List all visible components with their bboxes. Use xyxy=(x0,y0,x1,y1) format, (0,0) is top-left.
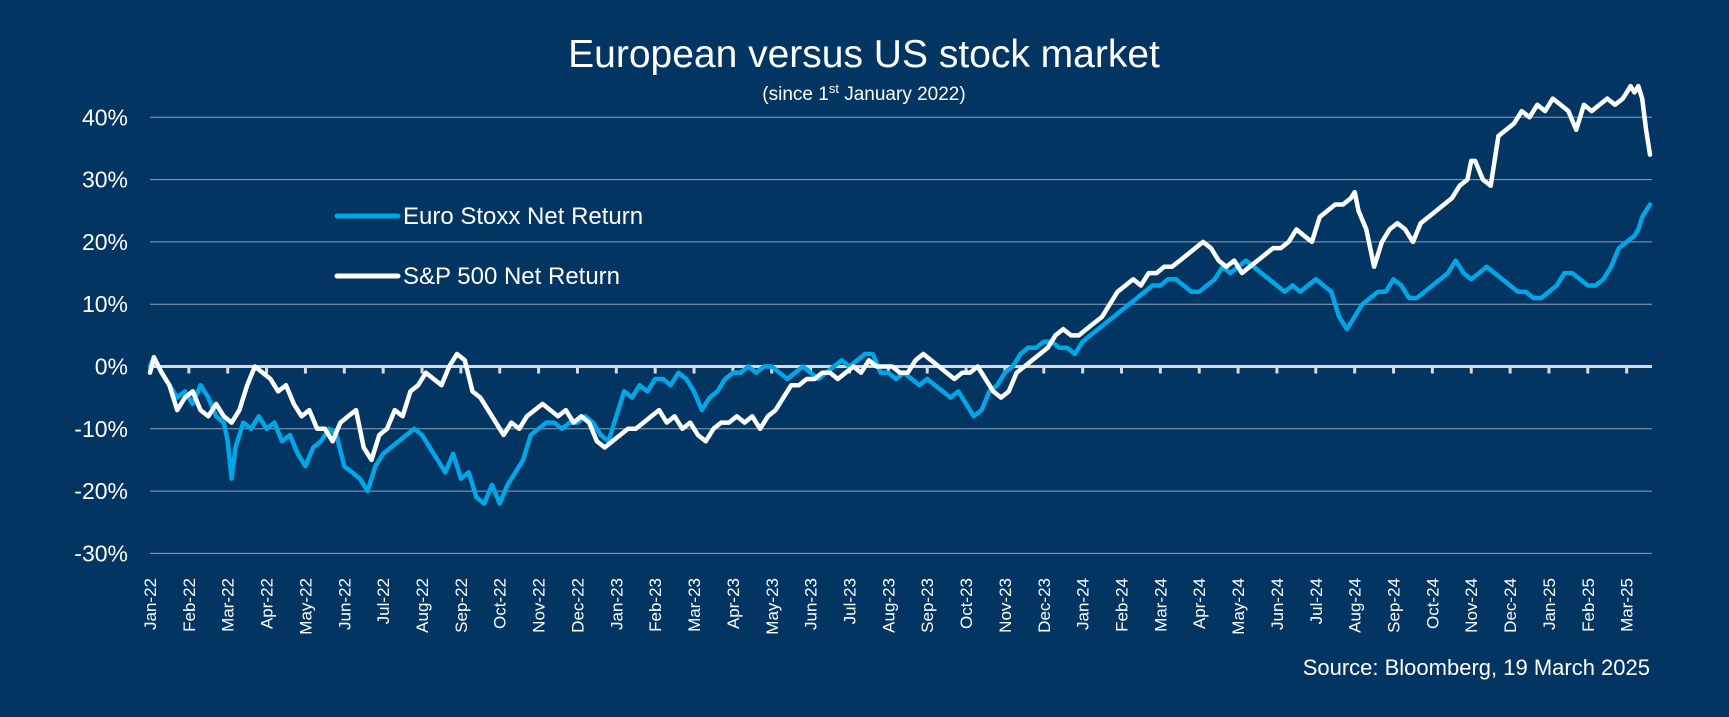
x-tick-label: Aug-22 xyxy=(413,578,432,633)
x-tick-label: May-22 xyxy=(296,578,315,635)
legend: Euro Stoxx Net Return S&P 500 Net Return xyxy=(334,203,643,290)
x-tick-label: Jan-24 xyxy=(1074,578,1093,630)
y-tick-label: -10% xyxy=(74,416,128,442)
x-tick-label: Mar-25 xyxy=(1618,578,1637,632)
legend-item-euro-stoxx: Euro Stoxx Net Return xyxy=(334,203,643,230)
gridlines xyxy=(150,116,1652,554)
x-tick-label: Nov-24 xyxy=(1462,578,1481,633)
x-tick-label: Mar-22 xyxy=(219,578,238,632)
x-tick-label: Jun-24 xyxy=(1268,578,1287,630)
x-tick-label: Feb-23 xyxy=(646,578,665,632)
x-tick-label: Apr-24 xyxy=(1190,578,1209,629)
x-tick-label: Jul-22 xyxy=(374,578,393,624)
x-tick-label: Jan-22 xyxy=(141,578,160,630)
y-tick-label: 10% xyxy=(82,291,128,317)
x-tick-label: Feb-24 xyxy=(1113,578,1132,632)
legend-label-euro-stoxx: Euro Stoxx Net Return xyxy=(403,203,643,230)
x-tick-label: Dec-22 xyxy=(568,578,587,633)
x-tick-label: Jan-23 xyxy=(607,578,626,630)
x-tick-label: Jul-24 xyxy=(1307,578,1326,624)
x-tick-label: Sep-23 xyxy=(918,578,937,633)
x-tick-label: Feb-22 xyxy=(180,578,199,632)
x-tick-label: Nov-23 xyxy=(996,578,1015,633)
chart-title: European versus US stock market xyxy=(568,33,1160,76)
x-tick-label: Feb-25 xyxy=(1579,578,1598,632)
y-tick-label: 30% xyxy=(82,167,128,193)
x-tick-label: Mar-23 xyxy=(685,578,704,632)
x-tick-label: Aug-24 xyxy=(1346,578,1365,633)
chart-subtitle: (since 1st January 2022) xyxy=(762,81,965,105)
y-tick-label: -20% xyxy=(74,478,128,504)
x-tick-label: Jan-25 xyxy=(1540,578,1559,630)
x-tick-label: Jul-23 xyxy=(840,578,859,624)
x-tick-label: Nov-22 xyxy=(530,578,549,633)
x-tick-label: Sep-24 xyxy=(1385,578,1404,633)
x-tick-label: Mar-24 xyxy=(1151,578,1170,632)
x-tick-label: Oct-22 xyxy=(491,578,510,629)
subtitle-pre: (since 1 xyxy=(762,84,829,105)
legend-label-sp500: S&P 500 Net Return xyxy=(403,263,620,290)
x-tick-label: Oct-23 xyxy=(957,578,976,629)
y-tick-label: 0% xyxy=(95,354,128,380)
x-tick-label: May-23 xyxy=(763,578,782,635)
subtitle-sup: st xyxy=(829,81,840,96)
x-tick-label: Jun-22 xyxy=(335,578,354,630)
x-tick-label: May-24 xyxy=(1229,578,1248,635)
x-tick-label: Sep-22 xyxy=(452,578,471,633)
source-note: Source: Bloomberg, 19 March 2025 xyxy=(1303,655,1650,680)
y-axis: 40% 30% 20% 10% 0% -10% -20% -30% xyxy=(74,104,128,566)
subtitle-post: January 2022) xyxy=(839,84,966,105)
y-tick-label: 20% xyxy=(82,229,128,255)
legend-item-sp500: S&P 500 Net Return xyxy=(334,263,620,290)
series-lines xyxy=(147,83,1653,506)
x-tick-label: Apr-23 xyxy=(724,578,743,629)
x-tick-label: Jun-23 xyxy=(802,578,821,630)
x-tick-label: Dec-24 xyxy=(1501,578,1520,633)
zero-axis xyxy=(148,365,1652,374)
series-line-sp500 xyxy=(147,83,1653,463)
x-tick-label: Apr-22 xyxy=(258,578,277,629)
x-axis: Jan-22 Feb-22 Mar-22 Apr-22 May-22 Jun-22 Jul-… xyxy=(141,578,1637,635)
x-tick-label: Aug-23 xyxy=(879,578,898,633)
y-tick-label: -30% xyxy=(74,540,128,566)
x-tick-label: Dec-23 xyxy=(1035,578,1054,633)
x-tick-label: Oct-24 xyxy=(1423,578,1442,629)
y-tick-label: 40% xyxy=(82,104,128,130)
